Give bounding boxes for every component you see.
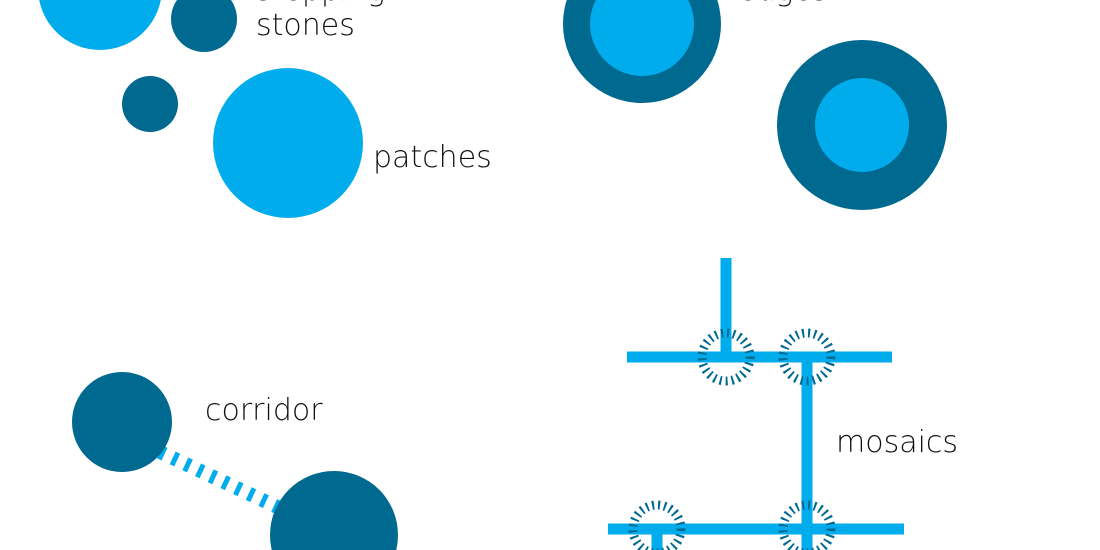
stepping-stone-small-top: [171, 0, 237, 52]
stepping-stones-label-line1: stepping: [256, 0, 385, 8]
mosaics-label: mosaics: [836, 425, 958, 460]
edges-label: edges: [738, 0, 828, 8]
mosaic-node-bottom-right: [778, 500, 836, 550]
mosaic-node-bottom-left: [628, 500, 686, 550]
corridor-patch-right: [270, 471, 398, 550]
patches-group: patches: [213, 68, 492, 218]
corridor-label: corridor: [205, 393, 323, 428]
corridor-group: corridor: [72, 372, 398, 550]
mosaic-node-ring: [778, 328, 836, 386]
mosaic-node-ring: [778, 500, 836, 550]
stepping-stones-label-line2: stones: [256, 8, 355, 43]
stepping-stone-large: [39, 0, 161, 50]
mosaic-node-top-right: [778, 328, 836, 386]
patch-circle: [213, 68, 363, 218]
stepping-stones-group: stepping stones: [39, 0, 385, 132]
mosaic-node-ring: [628, 500, 686, 550]
edge-core-right: [815, 78, 909, 172]
edge-core-top: [590, 0, 694, 76]
edges-group: edges: [563, 0, 947, 210]
mosaics-group: mosaics: [608, 258, 958, 550]
patches-label: patches: [373, 140, 492, 175]
corridor-patch-left: [72, 372, 172, 472]
mosaic-node-ring: [697, 328, 755, 386]
mosaic-node-top-left: [697, 328, 755, 386]
stepping-stone-small-left: [122, 76, 178, 132]
corridor-dashed-link: [157, 445, 291, 519]
